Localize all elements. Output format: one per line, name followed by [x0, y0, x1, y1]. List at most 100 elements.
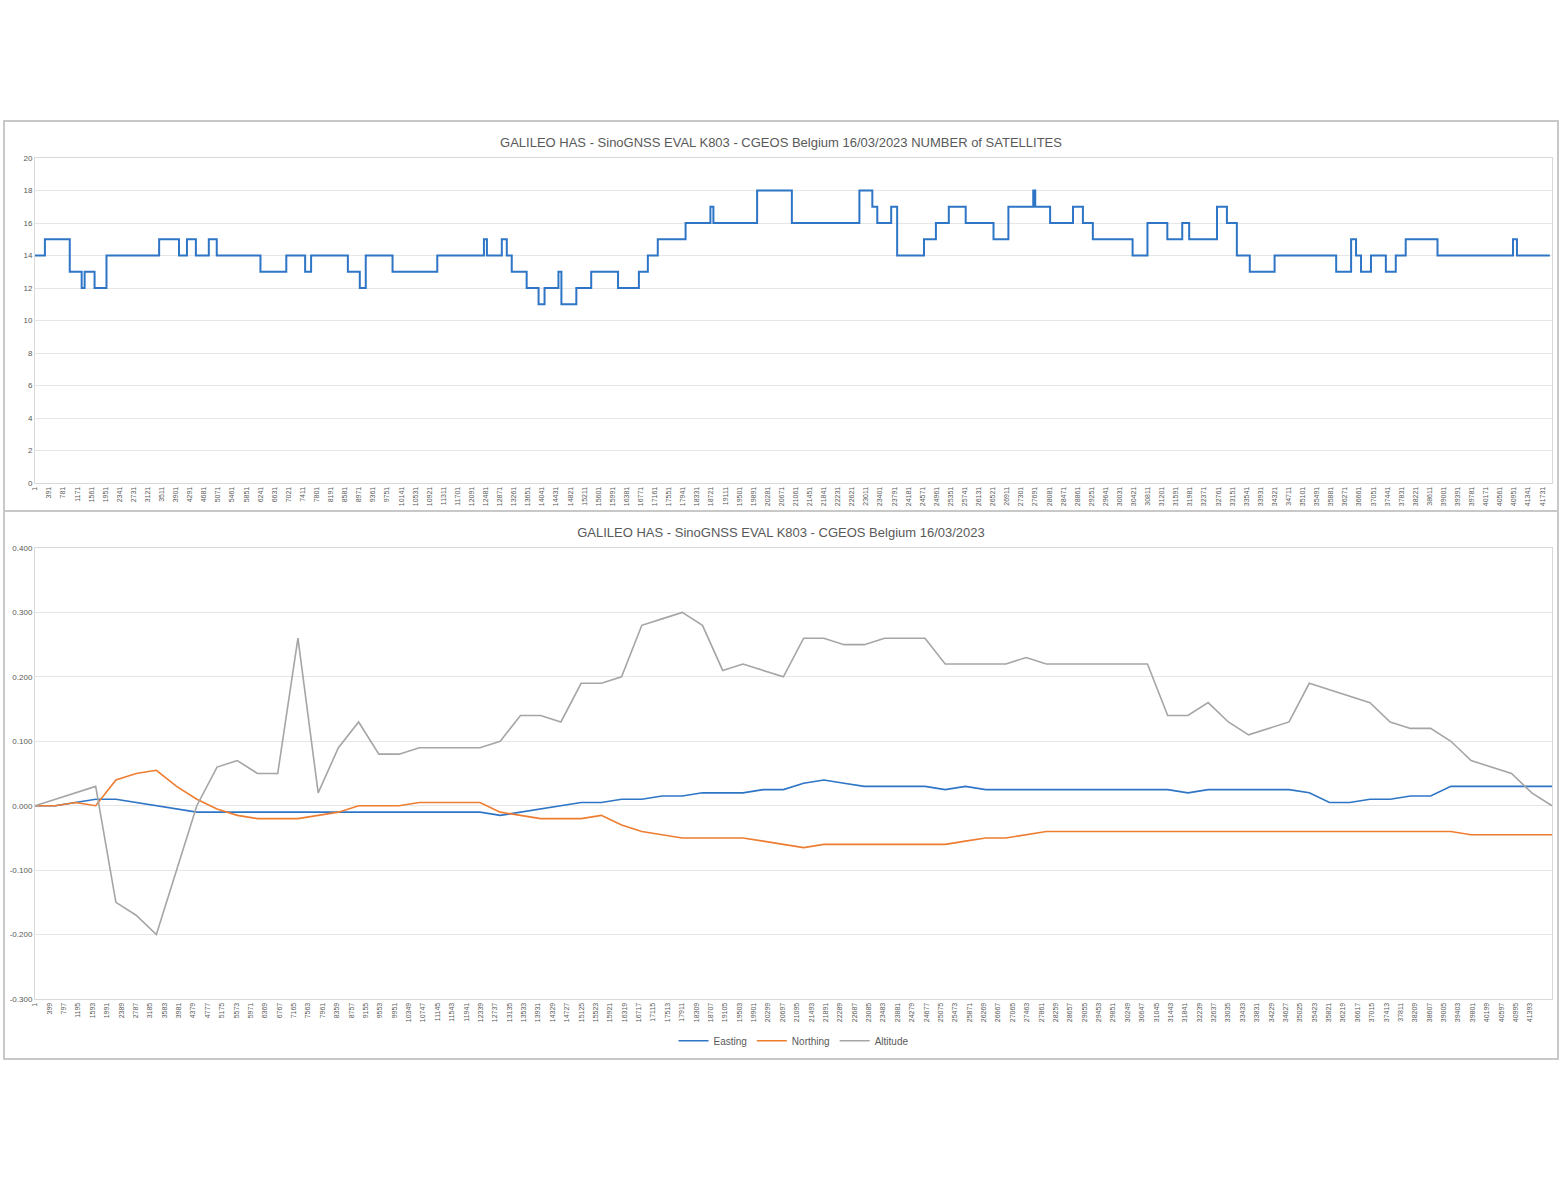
- svg-text:Northing: Northing: [792, 1036, 830, 1047]
- svg-text:27691: 27691: [1031, 487, 1038, 507]
- svg-text:9751: 9751: [383, 487, 390, 503]
- svg-text:11701: 11701: [454, 487, 461, 506]
- svg-text:21061: 21061: [792, 487, 799, 507]
- svg-text:12481: 12481: [482, 487, 489, 507]
- svg-text:20697: 20697: [779, 1003, 786, 1023]
- svg-text:27463: 27463: [1023, 1003, 1030, 1023]
- svg-text:11311: 11311: [440, 487, 447, 506]
- svg-text:10141: 10141: [398, 487, 405, 507]
- svg-text:1195: 1195: [74, 1003, 81, 1018]
- svg-text:25741: 25741: [961, 487, 968, 507]
- svg-text:10349: 10349: [405, 1003, 412, 1023]
- svg-text:30031: 30031: [1116, 487, 1123, 507]
- svg-text:33831: 33831: [1253, 1003, 1260, 1023]
- svg-text:17911: 17911: [678, 1003, 685, 1022]
- svg-text:0.300: 0.300: [12, 608, 33, 617]
- svg-text:1: 1: [31, 1003, 38, 1007]
- svg-text:15125: 15125: [578, 1003, 585, 1023]
- svg-text:19105: 19105: [721, 1003, 728, 1023]
- svg-text:40171: 40171: [1482, 487, 1489, 507]
- svg-text:12: 12: [23, 284, 32, 293]
- svg-text:16771: 16771: [637, 487, 644, 507]
- svg-text:37831: 37831: [1398, 487, 1405, 507]
- svg-text:22621: 22621: [848, 487, 855, 507]
- svg-text:23401: 23401: [876, 487, 883, 507]
- svg-text:27065: 27065: [1009, 1003, 1016, 1023]
- svg-text:40995: 40995: [1512, 1003, 1519, 1023]
- svg-text:37441: 37441: [1384, 487, 1391, 507]
- svg-text:16: 16: [23, 219, 32, 228]
- svg-text:20281: 20281: [764, 487, 771, 507]
- svg-text:10531: 10531: [412, 487, 419, 507]
- svg-text:33151: 33151: [1229, 487, 1236, 507]
- svg-text:5461: 5461: [228, 487, 235, 503]
- svg-text:19901: 19901: [750, 1003, 757, 1023]
- svg-text:32761: 32761: [1215, 487, 1222, 507]
- svg-text:27861: 27861: [1038, 1003, 1045, 1023]
- svg-text:15211: 15211: [581, 487, 588, 506]
- svg-text:33433: 33433: [1239, 1003, 1246, 1023]
- svg-text:0.100: 0.100: [12, 737, 33, 746]
- svg-text:5071: 5071: [214, 487, 221, 503]
- svg-text:40597: 40597: [1498, 1003, 1505, 1023]
- svg-text:25351: 25351: [947, 487, 954, 507]
- svg-text:4777: 4777: [204, 1003, 211, 1019]
- svg-text:0.200: 0.200: [12, 673, 33, 682]
- svg-text:7801: 7801: [313, 487, 320, 503]
- svg-text:6241: 6241: [257, 487, 264, 503]
- svg-text:19503: 19503: [736, 1003, 743, 1023]
- svg-text:1561: 1561: [88, 487, 95, 503]
- svg-text:14041: 14041: [538, 487, 545, 507]
- svg-text:9951: 9951: [391, 1003, 398, 1019]
- svg-text:8757: 8757: [348, 1003, 355, 1019]
- svg-text:26131: 26131: [975, 487, 982, 507]
- svg-text:17161: 17161: [651, 487, 658, 507]
- svg-text:29851: 29851: [1109, 1003, 1116, 1023]
- svg-text:12871: 12871: [496, 487, 503, 507]
- svg-text:28861: 28861: [1074, 487, 1081, 507]
- svg-text:40199: 40199: [1483, 1003, 1490, 1023]
- svg-text:14431: 14431: [552, 487, 559, 507]
- svg-text:6369: 6369: [261, 1003, 268, 1019]
- svg-text:24181: 24181: [905, 487, 912, 507]
- svg-text:37015: 37015: [1368, 1003, 1375, 1023]
- svg-text:26911: 26911: [1003, 487, 1010, 506]
- svg-text:40951: 40951: [1510, 487, 1517, 507]
- svg-text:8359: 8359: [333, 1003, 340, 1019]
- svg-text:4681: 4681: [200, 487, 207, 503]
- svg-text:2341: 2341: [116, 487, 123, 503]
- svg-text:1951: 1951: [102, 487, 109, 503]
- svg-text:13533: 13533: [520, 1003, 527, 1023]
- svg-text:29453: 29453: [1095, 1003, 1102, 1023]
- svg-text:39391: 39391: [1454, 487, 1461, 507]
- svg-text:11941: 11941: [463, 1003, 470, 1022]
- svg-text:19891: 19891: [750, 487, 757, 507]
- svg-text:Easting: Easting: [714, 1036, 747, 1047]
- svg-text:30249: 30249: [1124, 1003, 1131, 1023]
- svg-text:41731: 41731: [1539, 487, 1546, 507]
- svg-text:14727: 14727: [563, 1003, 570, 1023]
- svg-text:20299: 20299: [764, 1003, 771, 1023]
- svg-text:20671: 20671: [778, 487, 785, 507]
- svg-text:14329: 14329: [549, 1003, 556, 1023]
- svg-text:26269: 26269: [980, 1003, 987, 1023]
- svg-text:41341: 41341: [1524, 487, 1531, 507]
- svg-text:17513: 17513: [664, 1003, 671, 1023]
- svg-text:34321: 34321: [1271, 487, 1278, 507]
- svg-text:25871: 25871: [966, 1003, 973, 1023]
- svg-text:31981: 31981: [1186, 487, 1193, 507]
- svg-text:5971: 5971: [247, 1003, 254, 1019]
- svg-text:14: 14: [23, 251, 32, 260]
- svg-text:5175: 5175: [218, 1003, 225, 1019]
- svg-text:18707: 18707: [707, 1003, 714, 1023]
- svg-text:17941: 17941: [679, 487, 686, 507]
- svg-text:12339: 12339: [477, 1003, 484, 1023]
- svg-text:39005: 39005: [1440, 1003, 1447, 1023]
- svg-text:38611: 38611: [1426, 487, 1433, 506]
- svg-text:0.000: 0.000: [12, 802, 33, 811]
- svg-text:7563: 7563: [304, 1003, 311, 1019]
- svg-text:4291: 4291: [186, 487, 193, 503]
- svg-text:21451: 21451: [806, 487, 813, 507]
- svg-text:11543: 11543: [448, 1003, 455, 1022]
- svg-text:21891: 21891: [822, 1003, 829, 1023]
